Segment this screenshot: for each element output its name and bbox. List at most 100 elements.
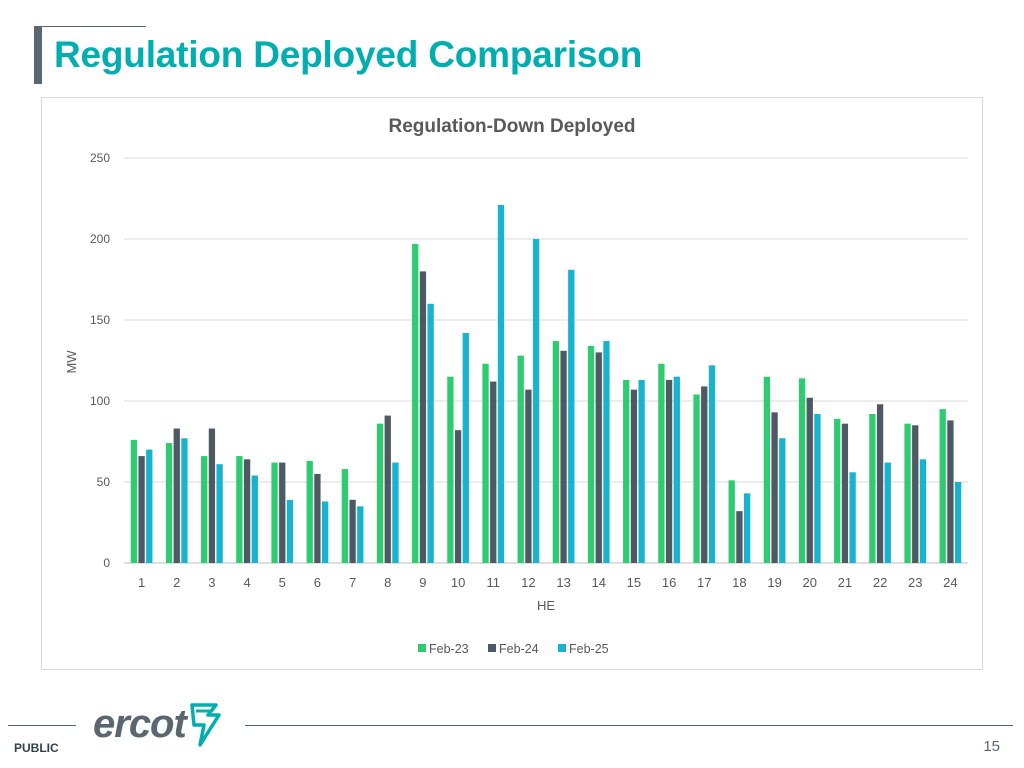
bar-feb-25-he-2 bbox=[181, 438, 188, 563]
bar-feb-24-he-11 bbox=[490, 381, 497, 563]
ercot-logo: ercot bbox=[93, 697, 224, 751]
legend-label: Feb-25 bbox=[569, 642, 609, 656]
x-axis-label: HE bbox=[537, 598, 555, 613]
bar-feb-23-he-24 bbox=[939, 409, 946, 563]
x-tick-label: 17 bbox=[697, 575, 711, 590]
bar-feb-24-he-5 bbox=[279, 462, 286, 563]
bar-feb-25-he-8 bbox=[392, 462, 399, 563]
bar-feb-24-he-20 bbox=[806, 397, 813, 563]
bar-feb-25-he-23 bbox=[919, 459, 927, 563]
x-tick-label: 16 bbox=[662, 575, 676, 590]
footer-rule-right bbox=[245, 725, 1013, 726]
bar-feb-23-he-10 bbox=[447, 376, 454, 563]
bar-feb-25-he-5 bbox=[286, 499, 294, 563]
bar-feb-23-he-15 bbox=[623, 379, 630, 563]
bar-feb-23-he-20 bbox=[798, 378, 806, 563]
bar-feb-23-he-11 bbox=[482, 363, 489, 563]
bar-feb-23-he-23 bbox=[904, 423, 911, 563]
x-tick-label: 2 bbox=[173, 575, 180, 590]
bar-feb-24-he-9 bbox=[419, 271, 427, 563]
x-tick-label: 21 bbox=[838, 575, 852, 590]
y-axis-label: MW bbox=[64, 350, 79, 374]
bar-feb-23-he-5 bbox=[271, 462, 278, 563]
bar-feb-25-he-21 bbox=[849, 472, 856, 563]
legend-label: Feb-24 bbox=[499, 642, 539, 656]
bars bbox=[130, 204, 962, 564]
texas-bolt-icon bbox=[190, 703, 221, 747]
y-tick-label: 100 bbox=[90, 394, 110, 408]
x-tick-label: 1 bbox=[138, 575, 145, 590]
bar-feb-25-he-16 bbox=[673, 376, 680, 563]
x-tick-label: 12 bbox=[521, 575, 535, 590]
bar-feb-25-he-22 bbox=[884, 462, 891, 563]
y-tick-labels: 0 50 100 150 200 250 bbox=[90, 151, 110, 570]
bar-feb-25-he-9 bbox=[427, 303, 434, 563]
y-tick-label: 200 bbox=[90, 232, 110, 246]
title-rule bbox=[34, 26, 146, 27]
x-tick-label: 20 bbox=[803, 575, 817, 590]
bar-feb-24-he-22 bbox=[876, 404, 884, 563]
legend-swatch bbox=[558, 644, 566, 652]
bar-feb-24-he-4 bbox=[243, 459, 251, 563]
y-tick-label: 250 bbox=[90, 151, 110, 165]
bar-feb-23-he-13 bbox=[552, 341, 560, 563]
bar-feb-23-he-4 bbox=[236, 456, 243, 563]
bar-feb-23-he-1 bbox=[130, 439, 138, 563]
bar-feb-23-he-17 bbox=[693, 394, 700, 563]
legend-label: Feb-23 bbox=[429, 642, 469, 656]
x-tick-label: 5 bbox=[279, 575, 286, 590]
bar-feb-24-he-2 bbox=[173, 428, 180, 563]
x-tick-label: 3 bbox=[208, 575, 215, 590]
bar-feb-24-he-24 bbox=[947, 420, 954, 563]
bar-feb-23-he-18 bbox=[728, 480, 735, 563]
bar-feb-25-he-7 bbox=[357, 506, 364, 563]
x-tick-label: 13 bbox=[556, 575, 570, 590]
x-tick-label: 14 bbox=[592, 575, 606, 590]
bar-feb-23-he-14 bbox=[587, 345, 595, 563]
legend-swatch bbox=[418, 644, 426, 652]
bar-feb-25-he-11 bbox=[497, 204, 505, 563]
logo-wordmark: ercot bbox=[93, 701, 187, 746]
bar-feb-23-he-19 bbox=[763, 376, 771, 563]
x-tick-label: 9 bbox=[419, 575, 426, 590]
page-title: Regulation Deployed Comparison bbox=[54, 34, 643, 75]
legend-swatch bbox=[488, 644, 496, 652]
bar-feb-24-he-15 bbox=[630, 389, 638, 563]
bar-feb-23-he-8 bbox=[376, 423, 384, 563]
bar-feb-24-he-3 bbox=[208, 428, 216, 563]
legend: Feb-23 Feb-24 Feb-25 bbox=[418, 642, 609, 656]
bar-feb-24-he-14 bbox=[595, 352, 602, 563]
bar-feb-25-he-18 bbox=[743, 493, 751, 563]
bar-feb-24-he-8 bbox=[384, 415, 391, 563]
bar-chart: Regulation-Down Deployed 050100150200250… bbox=[64, 116, 968, 656]
x-tick-label: 19 bbox=[767, 575, 781, 590]
bar-feb-24-he-18 bbox=[736, 511, 743, 563]
bar-feb-25-he-19 bbox=[779, 438, 786, 563]
chart-frame: Regulation-Down Deployed 0 50 100 150 200 250… bbox=[41, 97, 983, 670]
bar-feb-23-he-6 bbox=[306, 460, 313, 563]
bar-feb-25-he-6 bbox=[321, 501, 329, 563]
x-tick-label: 22 bbox=[873, 575, 887, 590]
bar-feb-24-he-16 bbox=[665, 379, 673, 563]
bar-feb-25-he-1 bbox=[146, 449, 153, 563]
bar-feb-25-he-17 bbox=[708, 365, 716, 563]
bar-feb-23-he-21 bbox=[834, 418, 841, 563]
bar-feb-24-he-23 bbox=[912, 425, 919, 563]
bar-feb-25-he-14 bbox=[603, 341, 610, 563]
bar-feb-23-he-16 bbox=[658, 363, 665, 563]
bar-feb-25-he-12 bbox=[532, 239, 540, 563]
bar-feb-25-he-13 bbox=[568, 269, 575, 563]
x-tick-label: 6 bbox=[314, 575, 321, 590]
bar-feb-25-he-10 bbox=[462, 332, 469, 563]
bar-feb-25-he-24 bbox=[954, 482, 962, 563]
bar-feb-24-he-17 bbox=[701, 386, 708, 563]
x-tick-label: 7 bbox=[349, 575, 356, 590]
x-tick-label: 23 bbox=[908, 575, 922, 590]
bar-feb-23-he-22 bbox=[869, 413, 876, 563]
gridlines bbox=[124, 157, 968, 564]
bar-feb-24-he-12 bbox=[525, 389, 532, 563]
y-tick-label: 50 bbox=[97, 475, 111, 489]
x-tick-label: 4 bbox=[243, 575, 250, 590]
title-accent-bar bbox=[34, 27, 42, 84]
